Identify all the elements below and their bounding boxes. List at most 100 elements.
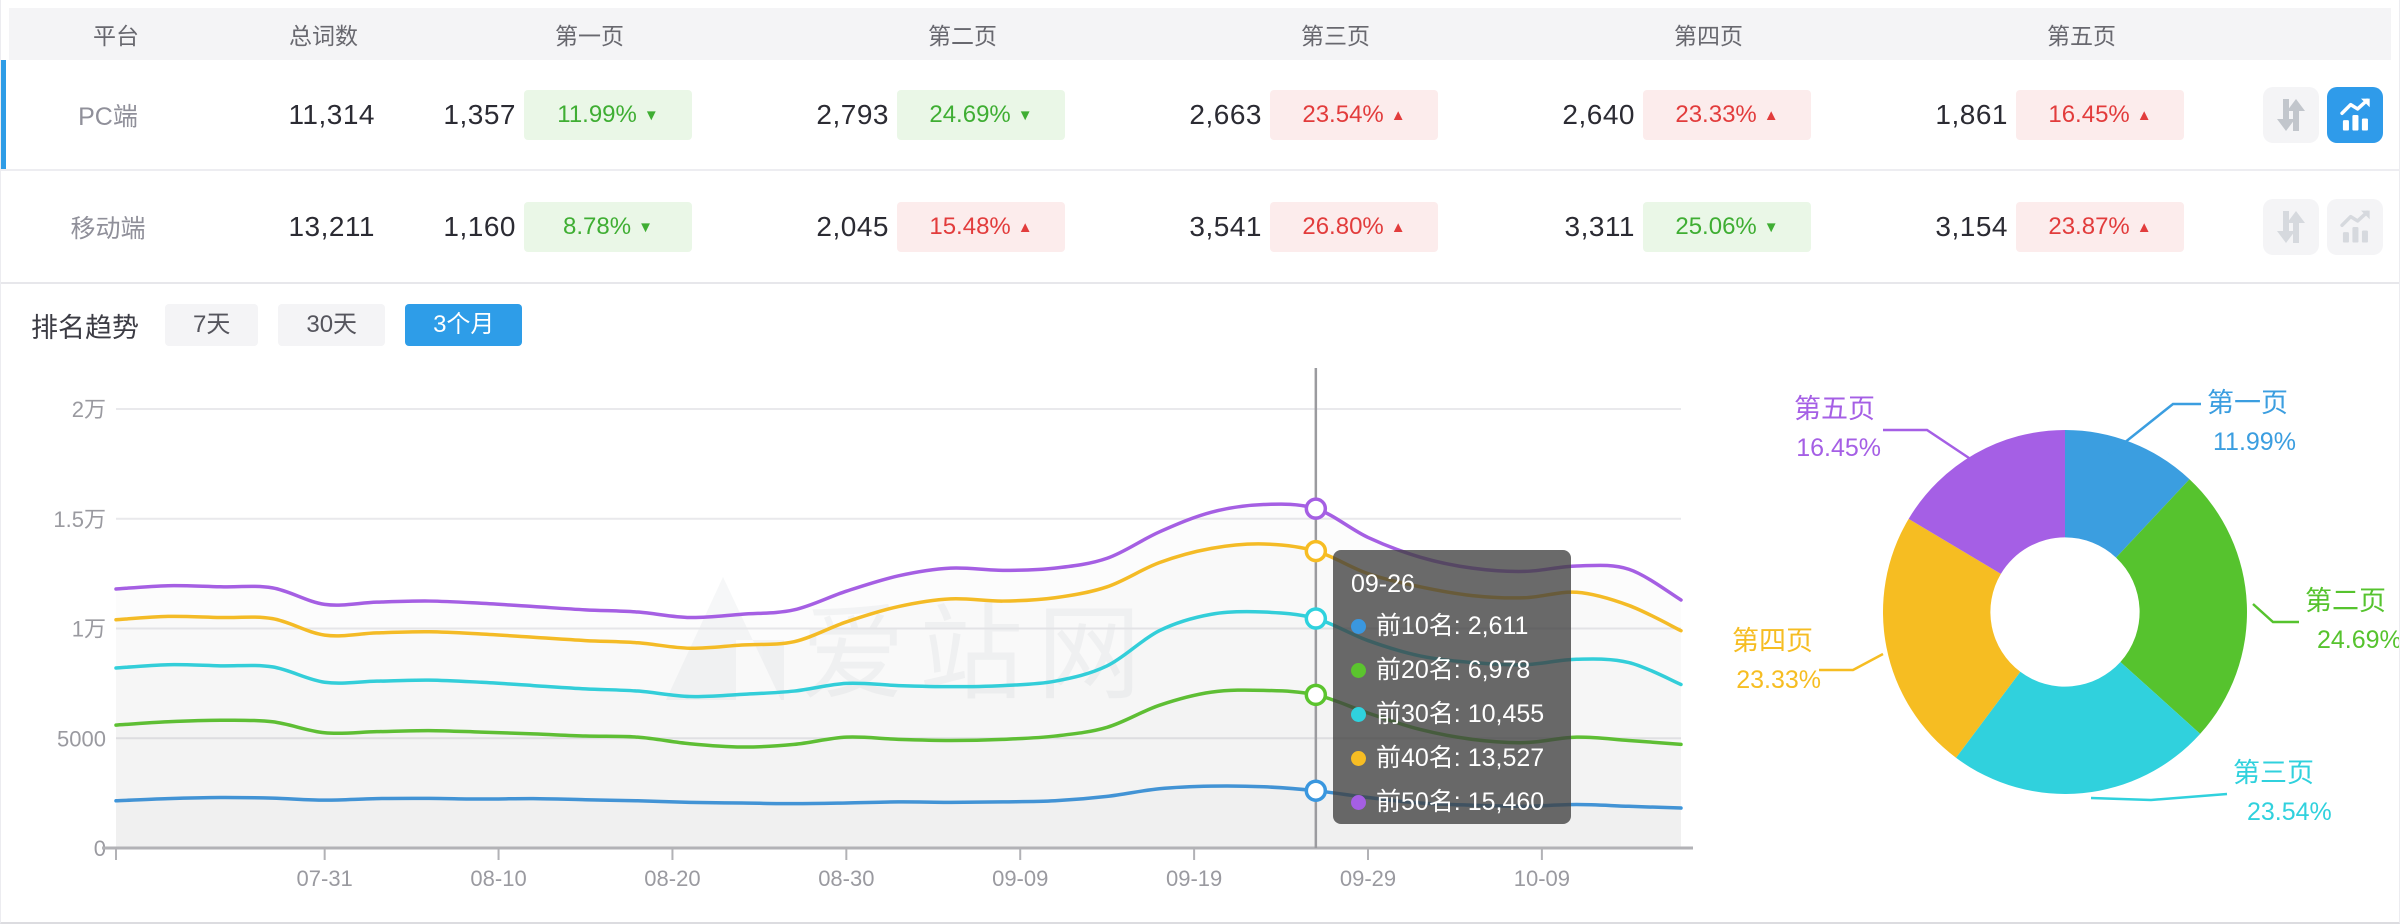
page1-change-cell: 11.99% ▼ <box>516 89 748 140</box>
y-axis-label: 1万 <box>72 617 106 642</box>
page1-change-cell: 8.78% ▼ <box>516 201 748 252</box>
page4-count: 3,311 <box>1564 210 1635 242</box>
trend-view-button[interactable] <box>2327 198 2383 255</box>
x-axis-label: 08-10 <box>470 866 526 891</box>
rank-table-header: 平台 总词数 第一页 第二页 第三页 第四页 第五页 <box>9 8 2391 60</box>
donut-slice-第一页[interactable] <box>2065 430 2190 558</box>
page5-count: 3,154 <box>1935 210 2008 242</box>
donut-slice-第三页[interactable] <box>1955 661 2201 795</box>
tab-range-3个月[interactable]: 3个月 <box>405 304 523 346</box>
row-actions <box>2240 86 2399 143</box>
col-header-page-5: 第五页 <box>2047 23 2116 49</box>
donut-label-pct: 23.33% <box>1736 666 1821 694</box>
page4-change-cell: 23.33% ▲ <box>1635 89 1867 140</box>
x-axis-label: 08-20 <box>644 866 700 891</box>
page2-change-badge: 15.48% ▲ <box>897 201 1065 252</box>
tooltip-series-text: 前20名: 6,978 <box>1376 656 1531 684</box>
donut-label-line <box>2090 792 2228 802</box>
page2-count: 2,045 <box>816 210 889 242</box>
sort-arrows-icon <box>2277 98 2305 131</box>
donut-slice-第二页[interactable] <box>2116 479 2247 734</box>
tooltip-series-row: 前50名: 15,460 <box>1351 780 1553 824</box>
col-header-page-3: 第三页 <box>1301 23 1370 49</box>
col-header-page-2: 第二页 <box>928 23 997 49</box>
rank-table-body: PC端 11,314 1,357 11.99% ▼ 2,793 24.69% ▼ 2,663 23… <box>1 60 2399 282</box>
page4-change-badge: 25.06% ▼ <box>1643 201 1811 252</box>
donut-slice-第四页[interactable] <box>1883 518 2021 758</box>
tab-range-7天[interactable]: 7天 <box>165 304 259 346</box>
sort-button[interactable] <box>2263 198 2319 255</box>
sort-arrows-icon <box>2277 210 2305 243</box>
x-axis-label: 09-09 <box>992 866 1048 891</box>
trend-chart-icon <box>2340 98 2370 131</box>
page2-change-cell: 24.69% ▼ <box>889 89 1121 140</box>
down-triangle-icon: ▼ <box>1763 218 1779 236</box>
donut-slice-第五页[interactable] <box>1908 430 2065 574</box>
donut-label-pct: 16.45% <box>1796 434 1881 462</box>
platform-label: PC端 <box>78 102 138 131</box>
page2-count: 2,793 <box>816 98 889 130</box>
trend-chart-icon <box>2340 210 2370 243</box>
page1-change-badge: 8.78% ▼ <box>524 201 692 252</box>
page4-count: 2,640 <box>1562 98 1635 130</box>
donut-label-name: 第三页 <box>2233 758 2314 788</box>
page5-change-cell: 16.45% ▲ <box>2008 89 2240 140</box>
donut-label-line <box>1883 428 1970 460</box>
tooltip-date: 09-26 <box>1351 570 1415 598</box>
highlight-marker <box>1304 497 1328 520</box>
highlight-marker <box>1304 539 1328 563</box>
page3-change-badge: 26.80% ▲ <box>1270 201 1438 252</box>
page2-change-badge: 24.69% ▼ <box>897 89 1065 140</box>
donut-label-name: 第二页 <box>2305 586 2386 616</box>
x-axis-label: 09-19 <box>1166 866 1222 891</box>
trend-title: 排名趋势 <box>31 312 139 343</box>
rank-table: 平台 总词数 第一页 第二页 第三页 第四页 第五页 PC端 11,314 1,357 11.99… <box>1 8 2399 284</box>
series-dot-icon <box>1351 750 1366 766</box>
donut-label-pct: 11.99% <box>2213 428 2296 456</box>
series-dot-icon <box>1351 706 1366 722</box>
col-header-total: 总词数 <box>289 23 358 49</box>
page3-change-cell: 26.80% ▲ <box>1262 201 1494 252</box>
donut-label-name: 第四页 <box>1732 626 1813 656</box>
x-axis-label: 08-30 <box>818 866 874 891</box>
col-header-page-4: 第四页 <box>1674 23 1743 49</box>
trend-view-button[interactable] <box>2327 86 2383 143</box>
page5-count: 1,861 <box>1935 98 2008 130</box>
trend-toolbar: 排名趋势 7天 30天 3个月 <box>1 304 523 346</box>
table-row-mobile[interactable]: 移动端 13,211 1,160 8.78% ▼ 2,045 15.48% ▲ 3,541 26.… <box>1 171 2399 282</box>
up-triangle-icon: ▲ <box>2136 218 2152 236</box>
tooltip-series-row: 前20名: 6,978 <box>1351 648 1553 692</box>
up-triangle-icon: ▲ <box>1763 106 1779 124</box>
highlight-marker <box>1304 683 1328 707</box>
x-axis-label: 10-09 <box>1514 866 1570 891</box>
col-header-platform: 平台 <box>93 23 139 49</box>
table-row-pc[interactable]: PC端 11,314 1,357 11.99% ▼ 2,793 24.69% ▼ 2,663 23… <box>1 60 2399 171</box>
y-axis-label: 5000 <box>57 726 106 751</box>
page3-change-cell: 23.54% ▲ <box>1262 89 1494 140</box>
page3-count: 2,663 <box>1189 98 1262 130</box>
tab-range-30天[interactable]: 30天 <box>278 304 386 346</box>
page3-change-badge: 23.54% ▲ <box>1270 89 1438 140</box>
y-axis-label: 2万 <box>72 397 106 422</box>
page1-count: 1,357 <box>443 98 516 130</box>
sort-button[interactable] <box>2263 86 2319 143</box>
down-triangle-icon: ▼ <box>638 218 653 236</box>
total-words-value: 13,211 <box>288 210 375 242</box>
series-dot-icon <box>1351 662 1366 678</box>
tooltip-series-row: 前10名: 2,611 <box>1351 604 1553 648</box>
page5-change-cell: 23.87% ▲ <box>2008 201 2240 252</box>
watermark-logo <box>666 577 784 700</box>
up-triangle-icon: ▲ <box>1390 218 1406 236</box>
up-triangle-icon: ▲ <box>2136 106 2152 124</box>
x-axis-label: 07-31 <box>297 866 353 891</box>
donut-label-pct: 24.69% <box>2317 626 2400 654</box>
tooltip-series-text: 前10名: 2,611 <box>1376 612 1529 640</box>
page5-change-badge: 23.87% ▲ <box>2016 201 2184 252</box>
page5-change-badge: 16.45% ▲ <box>2016 89 2184 140</box>
tooltip-series-row: 前30名: 10,455 <box>1351 692 1553 736</box>
x-axis-label: 09-29 <box>1340 866 1396 891</box>
chart-tooltip: 09-26 前10名: 2,611 前20名: 6,978 前30名: 10,455… <box>1333 550 1571 824</box>
page1-change-badge: 11.99% ▼ <box>524 89 692 140</box>
tooltip-series-text: 前30名: 10,455 <box>1376 700 1545 728</box>
